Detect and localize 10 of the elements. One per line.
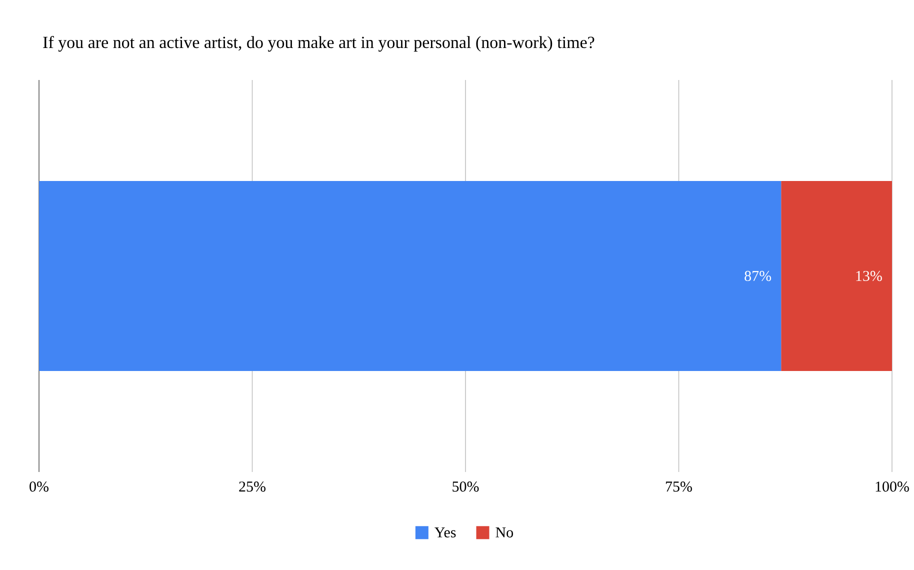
- legend-label: No: [496, 527, 514, 538]
- chart-title: If you are not an active artist, do you make art in your personal (non-work) time?: [43, 36, 594, 52]
- legend-label: Yes: [434, 527, 456, 538]
- x-tick-label: 50%: [452, 482, 479, 492]
- data-label: 13%: [856, 270, 882, 282]
- x-tick-label: 0%: [30, 482, 48, 492]
- x-tick-label: 75%: [666, 482, 692, 492]
- data-label: 87%: [744, 270, 772, 282]
- x-tick-label: 25%: [239, 482, 266, 492]
- x-tick-label: 100%: [876, 482, 909, 492]
